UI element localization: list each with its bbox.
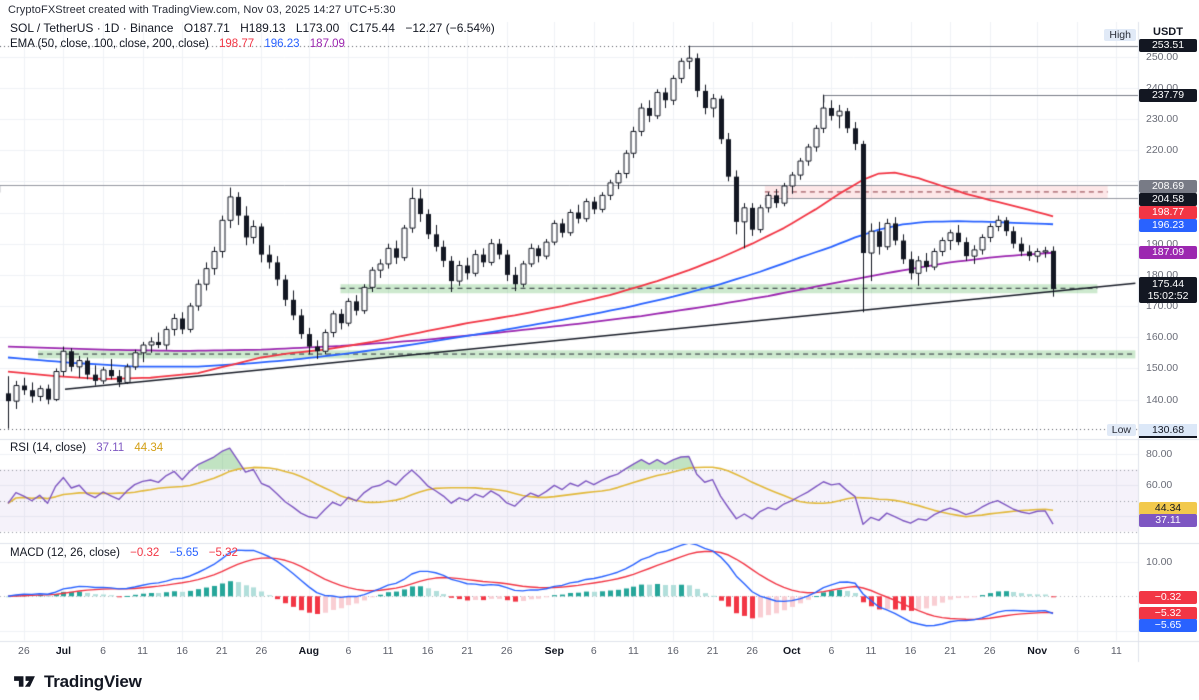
macd-axis-badge: −0.32 xyxy=(1139,591,1197,604)
price-axis-badge: 204.58 xyxy=(1139,193,1197,206)
time-axis-label[interactable]: Sep xyxy=(544,645,564,657)
time-axis-label[interactable]: 16 xyxy=(667,645,679,657)
price-axis-tick[interactable]: 230.00 xyxy=(1146,113,1179,125)
time-axis-label[interactable]: 11 xyxy=(382,645,394,657)
rsi-legend-label: RSI (14, close) xyxy=(10,442,87,454)
time-axis-label[interactable]: 16 xyxy=(904,645,917,657)
time-axis-label[interactable]: 26 xyxy=(983,645,996,657)
macd-axis-tick[interactable]: 10.00 xyxy=(1146,556,1173,568)
tradingview-logo-icon[interactable] xyxy=(12,669,37,694)
macd-hist-value: −0.32 xyxy=(130,547,160,559)
rsi-ma-value: 44.34 xyxy=(134,442,164,454)
footer-bar: TradingView xyxy=(0,663,1199,700)
price-axis-badge: 208.69 xyxy=(1139,180,1197,193)
price-axis-badge: 253.51 xyxy=(1139,39,1197,52)
time-axis-label[interactable]: 16 xyxy=(421,645,434,657)
price-axis-tick[interactable]: 170.00 xyxy=(1146,300,1179,312)
rsi-axis-tick[interactable]: 60.00 xyxy=(1146,479,1173,491)
price-axis-badge: 237.79 xyxy=(1139,89,1197,102)
ema-legend-label: EMA (50, close, 100, close, 200, close) xyxy=(10,38,209,50)
low-marker-label: Low xyxy=(1106,424,1136,436)
time-axis-label[interactable]: 6 xyxy=(1073,645,1080,657)
macd-axis-badge: −5.32 xyxy=(1139,607,1197,620)
rsi-legend: RSI (14, close) 37.11 44.34 xyxy=(10,442,163,454)
time-axis-label[interactable]: Aug xyxy=(298,645,320,657)
price-axis-badge: 196.23 xyxy=(1139,219,1197,232)
price-axis-badge: 175.44 15:02:52 xyxy=(1139,277,1197,303)
macd-legend: MACD (12, 26, close) −0.32 −5.65 −5.32 xyxy=(10,547,238,559)
attribution-text: CryptoFXStreet created with TradingView.… xyxy=(8,4,396,16)
time-axis-label[interactable]: 21 xyxy=(215,645,228,657)
macd-signal-value: −5.32 xyxy=(208,547,238,559)
time-axis-label[interactable]: 6 xyxy=(100,645,106,657)
ohlc-low: L173.00 xyxy=(295,21,340,35)
time-axis-label[interactable]: 26 xyxy=(17,645,30,657)
price-axis-badge: 187.09 xyxy=(1139,246,1197,259)
time-axis-label[interactable]: 6 xyxy=(590,645,597,657)
change-value: −12.27 (−6.54%) xyxy=(405,21,495,35)
price-axis-tick[interactable]: 150.00 xyxy=(1146,362,1179,374)
time-axis-label[interactable]: 21 xyxy=(706,645,719,657)
price-axis-tick[interactable]: 220.00 xyxy=(1146,144,1179,156)
symbol-title: SOL / TetherUS · 1D · Binance xyxy=(10,21,174,35)
rsi-axis-badge: 37.11 xyxy=(1139,514,1197,527)
ohlc-high: H189.13 xyxy=(240,21,286,35)
time-axis-label[interactable]: 26 xyxy=(500,645,513,657)
tradingview-brand-text[interactable]: TradingView xyxy=(44,671,142,691)
time-axis-label[interactable]: 11 xyxy=(1110,645,1122,657)
low-axis-value: 130.68 xyxy=(1139,424,1197,438)
time-axis-label[interactable]: 11 xyxy=(865,645,877,657)
time-axis-label[interactable]: 26 xyxy=(746,645,759,657)
ohlc-open: O187.71 xyxy=(183,21,230,35)
time-axis-label[interactable]: 21 xyxy=(461,645,474,657)
price-axis-badge: 198.77 xyxy=(1139,206,1197,219)
price-axis-tick[interactable]: 140.00 xyxy=(1146,394,1179,406)
time-axis-label[interactable]: Oct xyxy=(783,645,801,657)
price-axis-tick[interactable]: 160.00 xyxy=(1146,331,1179,343)
countdown-timer: 15:02:52 xyxy=(1147,290,1189,302)
ohlc-close: C175.44 xyxy=(349,21,395,35)
macd-legend-label: MACD (12, 26, close) xyxy=(10,547,120,559)
time-axis-label[interactable]: Jul xyxy=(55,645,71,657)
ema-legend: EMA (50, close, 100, close, 200, close) … xyxy=(10,38,345,50)
time-axis-label[interactable]: 16 xyxy=(176,645,189,657)
time-axis-label[interactable]: 6 xyxy=(345,645,352,657)
price-axis-tick[interactable]: 250.00 xyxy=(1146,51,1179,63)
time-axis-label[interactable]: 21 xyxy=(944,645,956,657)
rsi-axis-badge: 44.34 xyxy=(1139,502,1197,515)
price-axis-currency: USDT xyxy=(1153,26,1183,38)
ema50-value: 198.77 xyxy=(219,38,255,50)
time-axis-label[interactable]: 26 xyxy=(255,645,268,657)
time-axis-label[interactable]: 6 xyxy=(828,645,835,657)
macd-line-value: −5.65 xyxy=(169,547,199,559)
time-axis-label[interactable]: 11 xyxy=(627,645,639,657)
rsi-axis-tick[interactable]: 80.00 xyxy=(1146,448,1173,460)
ema100-value: 196.23 xyxy=(264,38,300,50)
symbol-legend: SOL / TetherUS · 1D · Binance O187.71 H1… xyxy=(10,21,495,35)
ema200-value: 187.09 xyxy=(309,38,345,50)
time-axis-label[interactable]: 11 xyxy=(137,645,149,657)
high-marker-label: High xyxy=(1104,29,1136,41)
time-axis-label[interactable]: Nov xyxy=(1027,645,1048,657)
macd-axis-badge: −5.65 xyxy=(1139,619,1197,632)
rsi-value: 37.11 xyxy=(96,442,125,454)
